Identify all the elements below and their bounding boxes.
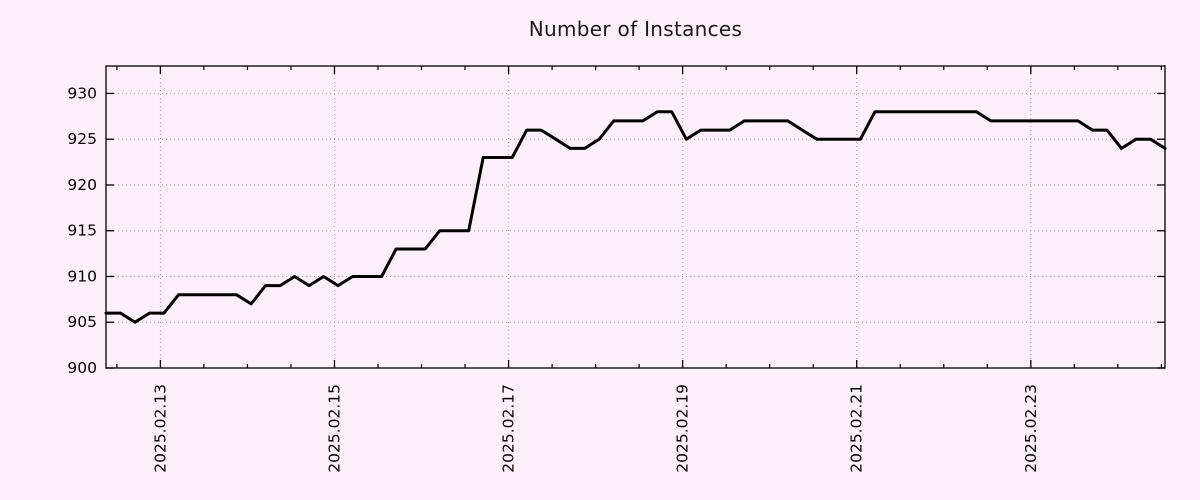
x-tick-label: 2025.02.23 [1022, 384, 1040, 473]
plot-border [105, 65, 1166, 369]
chart-title: Number of Instances [528, 17, 743, 41]
y-tick-label: 915 [67, 222, 97, 240]
x-tick-label: 2025.02.17 [500, 384, 518, 473]
x-tick-label: 2025.02.15 [325, 384, 343, 473]
x-tick-label: 2025.02.21 [848, 384, 866, 473]
data-line [104, 110, 1167, 324]
x-tick-label: 2025.02.13 [151, 384, 169, 473]
y-tick-label: 920 [67, 176, 97, 194]
x-tick-label: 2025.02.19 [674, 384, 692, 473]
y-tick-label: 910 [67, 267, 97, 285]
y-tick-label: 925 [67, 130, 97, 148]
y-tick-label: 905 [67, 313, 97, 331]
y-tick-label: 930 [67, 84, 97, 102]
y-tick-label: 900 [67, 359, 97, 377]
